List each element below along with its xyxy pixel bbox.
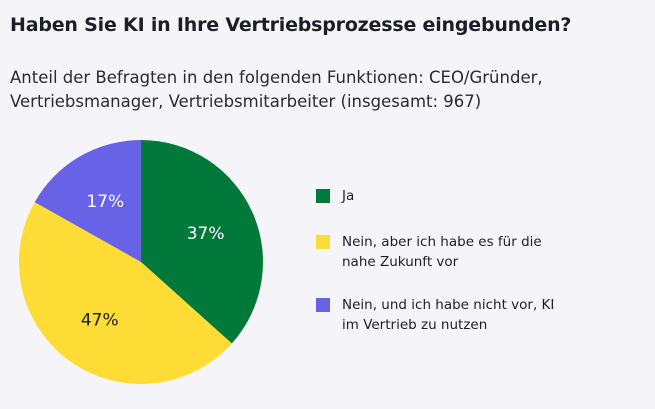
legend-swatch [316,298,330,312]
pie-slice [34,140,141,262]
chart-title: Haben Sie KI in Ihre Vertriebsprozesse e… [10,14,572,36]
legend-label: Nein, aber ich habe es für die nahe Zuku… [342,234,542,270]
legend-swatch [316,189,330,203]
slice-data-label: 47% [81,311,119,331]
legend-item-nein-zukunft: Nein, aber ich habe es für die nahe Zuku… [316,232,552,272]
legend-item-ja: Ja [316,186,562,206]
legend: Ja Nein, aber ich habe es für die nahe Z… [316,186,562,335]
pie-slice [141,140,263,344]
legend-label: Nein, und ich habe nicht vor, KI im Vert… [342,297,555,333]
pie-slice [19,202,232,384]
slice-data-label: 37% [187,224,225,244]
chart-subtitle: Anteil der Befragten in den folgenden Fu… [10,68,543,111]
slice-data-label: 17% [86,192,124,212]
legend-label: Ja [342,188,355,204]
legend-item-nein-nicht-vor: Nein, und ich habe nicht vor, KI im Vert… [316,295,562,335]
legend-swatch [316,235,330,249]
